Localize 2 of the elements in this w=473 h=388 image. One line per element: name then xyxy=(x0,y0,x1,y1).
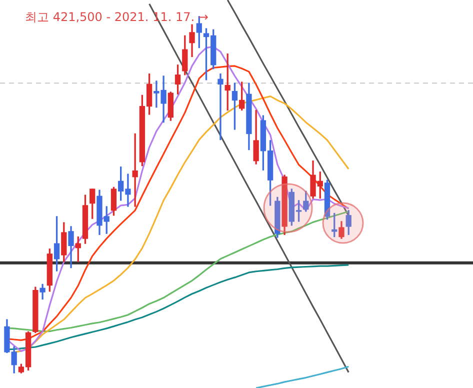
candlestick xyxy=(218,73,224,140)
candlestick xyxy=(132,133,138,207)
